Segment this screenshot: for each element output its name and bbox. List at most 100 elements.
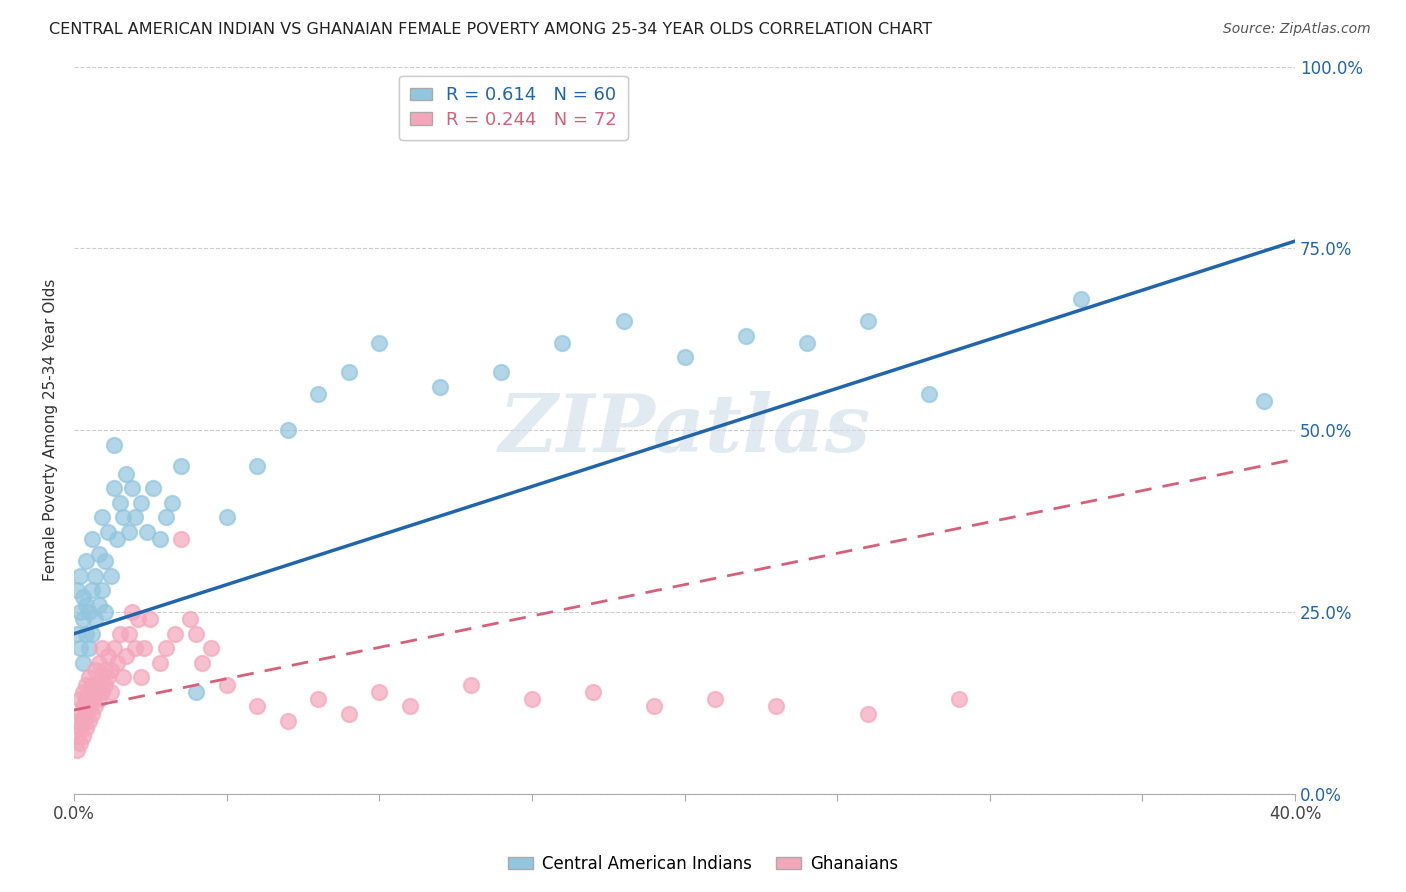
Ghanaians (100, 685, 122, 699)
Ghanaians (82, 692, 104, 706)
Ghanaians (134, 641, 156, 656)
Ghanaians (105, 656, 128, 670)
Central American Indians (111, 510, 134, 524)
Central American Indians (72, 591, 94, 605)
Ghanaians (75, 721, 97, 735)
Central American Indians (69, 605, 91, 619)
Central American Indians (277, 423, 299, 437)
Ghanaians (79, 714, 101, 728)
Central American Indians (734, 328, 756, 343)
Ghanaians (69, 692, 91, 706)
Central American Indians (79, 641, 101, 656)
Central American Indians (121, 481, 143, 495)
Ghanaians (90, 685, 112, 699)
Central American Indians (69, 641, 91, 656)
Ghanaians (124, 641, 146, 656)
Ghanaians (115, 648, 138, 663)
Central American Indians (124, 510, 146, 524)
Ghanaians (643, 699, 665, 714)
Ghanaians (148, 656, 170, 670)
Ghanaians (69, 706, 91, 721)
Central American Indians (75, 626, 97, 640)
Ghanaians (93, 678, 115, 692)
Central American Indians (82, 532, 104, 546)
Ghanaians (582, 685, 605, 699)
Central American Indians (82, 583, 104, 598)
Text: ZIPatlas: ZIPatlas (499, 392, 870, 469)
Central American Indians (612, 314, 634, 328)
Ghanaians (79, 685, 101, 699)
Central American Indians (84, 568, 107, 582)
Central American Indians (97, 524, 120, 539)
Central American Indians (142, 481, 165, 495)
Ghanaians (87, 656, 110, 670)
Ghanaians (948, 692, 970, 706)
Ghanaians (79, 699, 101, 714)
Central American Indians (148, 532, 170, 546)
Central American Indians (155, 510, 177, 524)
Central American Indians (368, 335, 391, 350)
Central American Indians (100, 568, 122, 582)
Ghanaians (93, 663, 115, 677)
Ghanaians (72, 685, 94, 699)
Central American Indians (75, 554, 97, 568)
Ghanaians (398, 699, 420, 714)
Ghanaians (84, 685, 107, 699)
Ghanaians (163, 626, 186, 640)
Ghanaians (66, 714, 89, 728)
Ghanaians (103, 641, 125, 656)
Ghanaians (84, 699, 107, 714)
Ghanaians (139, 612, 162, 626)
Y-axis label: Female Poverty Among 25-34 Year Olds: Female Poverty Among 25-34 Year Olds (44, 279, 58, 582)
Ghanaians (66, 743, 89, 757)
Central American Indians (115, 467, 138, 481)
Central American Indians (66, 583, 89, 598)
Ghanaians (307, 692, 329, 706)
Ghanaians (66, 729, 89, 743)
Ghanaians (118, 626, 141, 640)
Central American Indians (72, 656, 94, 670)
Central American Indians (87, 598, 110, 612)
Central American Indians (307, 386, 329, 401)
Ghanaians (84, 663, 107, 677)
Ghanaians (127, 612, 149, 626)
Ghanaians (460, 678, 482, 692)
Central American Indians (551, 335, 574, 350)
Central American Indians (108, 496, 131, 510)
Central American Indians (246, 459, 269, 474)
Ghanaians (72, 714, 94, 728)
Ghanaians (72, 699, 94, 714)
Ghanaians (368, 685, 391, 699)
Ghanaians (111, 670, 134, 684)
Central American Indians (103, 438, 125, 452)
Ghanaians (520, 692, 543, 706)
Central American Indians (93, 554, 115, 568)
Central American Indians (103, 481, 125, 495)
Ghanaians (121, 605, 143, 619)
Ghanaians (82, 678, 104, 692)
Ghanaians (97, 670, 120, 684)
Ghanaians (215, 678, 238, 692)
Central American Indians (337, 365, 360, 379)
Central American Indians (856, 314, 879, 328)
Ghanaians (97, 648, 120, 663)
Text: CENTRAL AMERICAN INDIAN VS GHANAIAN FEMALE POVERTY AMONG 25-34 YEAR OLDS CORRELA: CENTRAL AMERICAN INDIAN VS GHANAIAN FEMA… (49, 22, 932, 37)
Central American Indians (186, 685, 208, 699)
Central American Indians (69, 568, 91, 582)
Central American Indians (918, 386, 941, 401)
Ghanaians (179, 612, 201, 626)
Central American Indians (87, 547, 110, 561)
Ghanaians (765, 699, 787, 714)
Central American Indians (1253, 394, 1275, 409)
Central American Indians (93, 605, 115, 619)
Text: Source: ZipAtlas.com: Source: ZipAtlas.com (1223, 22, 1371, 37)
Central American Indians (82, 626, 104, 640)
Central American Indians (170, 459, 193, 474)
Ghanaians (200, 641, 222, 656)
Central American Indians (129, 496, 152, 510)
Ghanaians (108, 626, 131, 640)
Ghanaians (69, 736, 91, 750)
Ghanaians (90, 670, 112, 684)
Central American Indians (66, 626, 89, 640)
Central American Indians (90, 510, 112, 524)
